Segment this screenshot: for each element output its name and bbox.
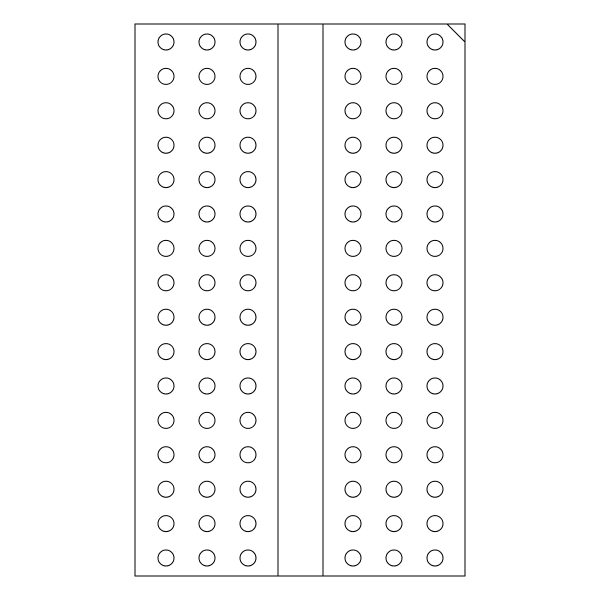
perforation-hole: [199, 34, 215, 50]
perforation-hole: [240, 275, 256, 291]
perforation-hole: [240, 309, 256, 325]
perforation-hole: [345, 378, 361, 394]
perforation-hole: [386, 447, 402, 463]
perforation-hole: [345, 344, 361, 360]
perforation-hole: [158, 550, 174, 566]
perforation-hole: [427, 34, 443, 50]
perforation-hole: [199, 206, 215, 222]
perforation-hole: [158, 206, 174, 222]
perforation-hole: [427, 275, 443, 291]
perforation-hole: [345, 516, 361, 532]
perforation-hole: [158, 412, 174, 428]
perforation-hole: [345, 103, 361, 119]
perforation-hole: [240, 68, 256, 84]
perforation-hole: [427, 516, 443, 532]
perforation-hole: [158, 378, 174, 394]
perforation-hole: [199, 412, 215, 428]
perforation-hole: [386, 172, 402, 188]
corner-fold-icon: [447, 24, 465, 42]
perforation-hole: [158, 172, 174, 188]
perforation-hole: [199, 481, 215, 497]
perforation-hole: [427, 103, 443, 119]
perforation-hole: [240, 481, 256, 497]
perforation-hole: [199, 172, 215, 188]
perforation-hole: [427, 240, 443, 256]
perforation-hole: [199, 516, 215, 532]
perforation-hole: [386, 137, 402, 153]
perforation-hole: [158, 275, 174, 291]
perforation-hole: [386, 309, 402, 325]
perforation-hole: [240, 412, 256, 428]
perforation-hole: [199, 378, 215, 394]
perforation-hole: [158, 103, 174, 119]
perforation-hole: [240, 378, 256, 394]
perforation-hole: [199, 550, 215, 566]
outer-frame: [135, 24, 465, 576]
perforation-hole: [427, 447, 443, 463]
perforation-hole: [386, 103, 402, 119]
perforation-hole: [158, 481, 174, 497]
perforation-hole: [345, 275, 361, 291]
perforation-hole: [199, 240, 215, 256]
perforation-hole: [345, 412, 361, 428]
perforation-hole: [386, 206, 402, 222]
perforation-hole: [345, 550, 361, 566]
perforation-hole: [427, 309, 443, 325]
perforation-hole: [386, 240, 402, 256]
perforation-hole: [240, 447, 256, 463]
perforated-profile-diagram: [0, 0, 600, 600]
perforation-hole: [240, 34, 256, 50]
perforation-hole: [386, 516, 402, 532]
perforation-hole: [427, 412, 443, 428]
perforation-hole: [386, 550, 402, 566]
perforation-hole: [158, 344, 174, 360]
perforation-hole: [158, 309, 174, 325]
perforation-hole: [199, 68, 215, 84]
perforation-hole: [158, 516, 174, 532]
perforation-hole: [427, 206, 443, 222]
perforation-hole: [345, 309, 361, 325]
perforation-hole: [427, 481, 443, 497]
perforation-hole: [240, 172, 256, 188]
perforation-hole: [386, 68, 402, 84]
perforation-hole: [386, 34, 402, 50]
perforation-hole: [427, 172, 443, 188]
perforation-hole: [345, 206, 361, 222]
perforation-hole: [240, 206, 256, 222]
perforation-hole: [345, 68, 361, 84]
perforation-hole: [240, 550, 256, 566]
perforation-hole: [345, 481, 361, 497]
perforation-hole: [427, 344, 443, 360]
perforation-hole: [427, 137, 443, 153]
perforation-hole: [199, 103, 215, 119]
perforation-hole: [386, 412, 402, 428]
perforation-hole: [427, 68, 443, 84]
perforation-hole: [240, 516, 256, 532]
perforation-hole: [240, 344, 256, 360]
perforation-hole: [240, 240, 256, 256]
perforation-hole: [345, 240, 361, 256]
perforation-hole: [240, 137, 256, 153]
perforation-hole: [199, 344, 215, 360]
perforation-hole: [199, 447, 215, 463]
perforation-hole: [386, 481, 402, 497]
perforation-hole: [427, 550, 443, 566]
perforation-hole: [345, 137, 361, 153]
perforation-hole: [199, 137, 215, 153]
perforation-hole: [158, 137, 174, 153]
perforation-hole: [345, 447, 361, 463]
perforation-hole: [386, 275, 402, 291]
perforation-hole: [158, 240, 174, 256]
perforation-hole: [240, 103, 256, 119]
perforation-hole: [158, 447, 174, 463]
perforation-hole: [345, 34, 361, 50]
perforation-hole: [199, 309, 215, 325]
perforation-hole: [386, 378, 402, 394]
perforation-hole: [345, 172, 361, 188]
perforation-hole: [158, 68, 174, 84]
perforation-hole: [158, 34, 174, 50]
perforation-hole: [427, 378, 443, 394]
perforation-hole: [199, 275, 215, 291]
perforation-hole: [386, 344, 402, 360]
